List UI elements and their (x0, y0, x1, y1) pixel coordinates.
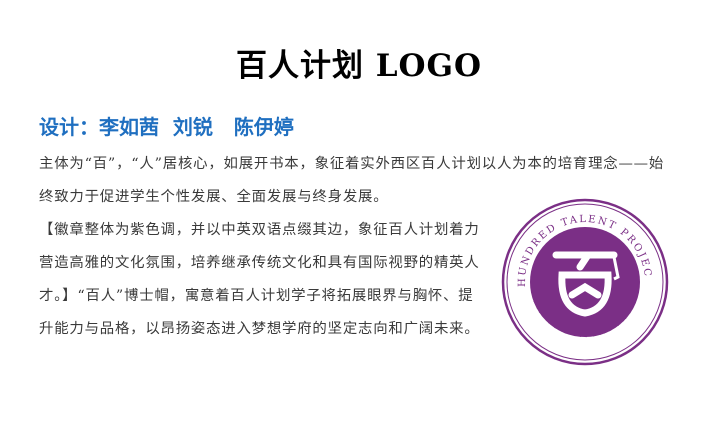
logo-inner-ring (506, 203, 664, 361)
description-paragraph-2: 【徽章整体为紫色调，并以中英双语点缀其边，象征百人计划着力营造高雅的文化氛围，培… (39, 222, 480, 337)
logo-purple-disc (530, 227, 640, 337)
logo-outer-ring (501, 198, 669, 366)
hundred-talent-logo: HUNDRED TALENT PROJECT 成都市实验外国语学校西区 (500, 197, 669, 366)
mortarboard-tassel (601, 255, 620, 281)
logo-hundred-glyph (552, 251, 618, 317)
page-title: 百人计划 LOGO (235, 48, 483, 84)
description-paragraph-1: 主体为“百”，“人”居核心，如展开书本，象征着实外西区百人计划以人为本的培育理念… (39, 156, 665, 205)
designers-credit: 设计：李如茜 刘锐 陈伊婷 (39, 115, 294, 139)
